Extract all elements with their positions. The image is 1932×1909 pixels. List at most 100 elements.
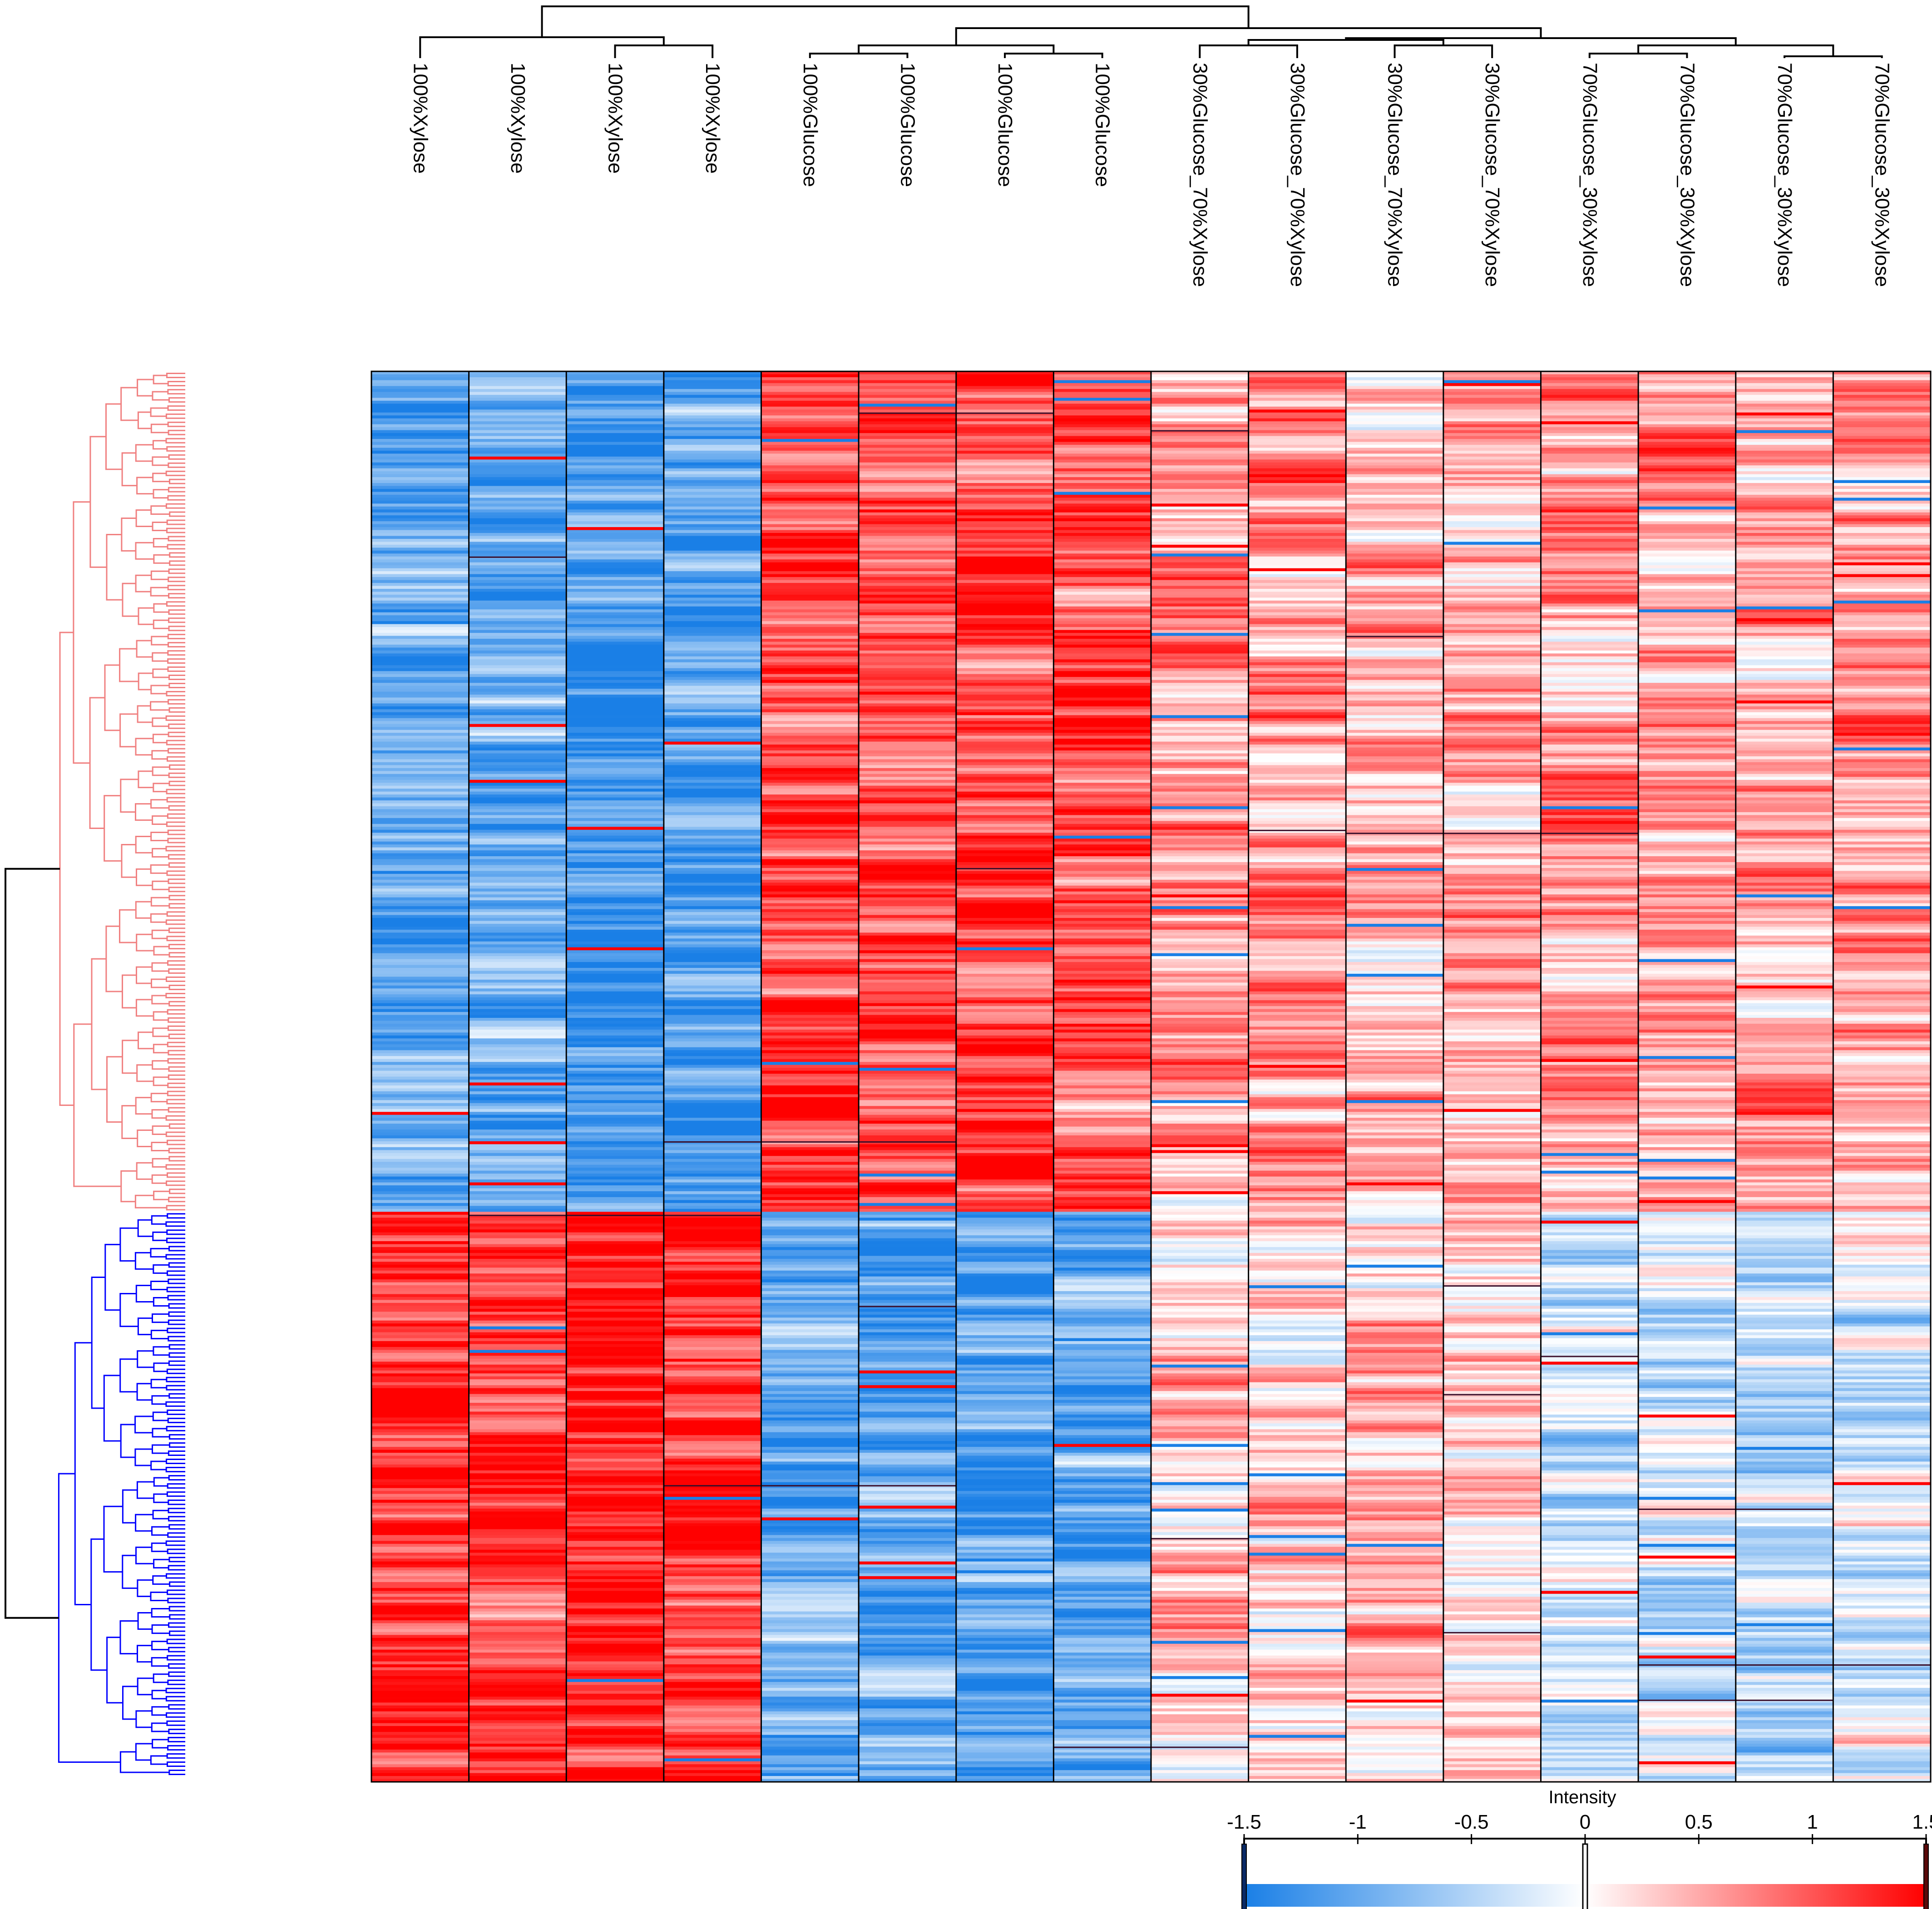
heatmap-cell	[956, 1197, 1054, 1200]
heatmap-cell	[1541, 906, 1639, 910]
heatmap-cell	[663, 583, 762, 587]
heatmap-cell	[1833, 571, 1931, 575]
heatmap-cell	[663, 503, 762, 507]
heatmap-cell	[1443, 409, 1542, 413]
heatmap-cell	[469, 389, 567, 392]
heatmap-cell	[1053, 1118, 1151, 1121]
heatmap-cell	[1735, 674, 1833, 677]
heatmap-cell	[1735, 706, 1833, 710]
heatmap-cell	[566, 824, 664, 827]
heatmap-cell	[761, 997, 859, 1001]
heatmap-cell	[469, 935, 567, 939]
heatmap-cell	[1541, 1109, 1639, 1112]
heatmap-cell	[566, 1006, 664, 1010]
heatmap-cell	[663, 1214, 762, 1218]
heatmap-cell	[1346, 571, 1444, 575]
heatmap-cell	[663, 454, 762, 457]
heatmap-cell	[1151, 888, 1249, 892]
heatmap-cell	[1053, 903, 1151, 907]
heatmap-cell	[859, 656, 957, 660]
heatmap-cell	[1638, 380, 1736, 384]
heatmap-cell	[1541, 923, 1639, 927]
heatmap-cell	[1443, 927, 1542, 930]
heatmap-cell	[1053, 624, 1151, 627]
heatmap-cell	[956, 829, 1054, 833]
heatmap-cell	[371, 1162, 469, 1165]
heatmap-cell	[1735, 1044, 1833, 1048]
heatmap-cell	[566, 494, 664, 498]
heatmap-cell	[1053, 982, 1151, 986]
heatmap-cell	[1053, 1120, 1151, 1124]
heatmap-cell	[469, 1015, 567, 1018]
heatmap-cell	[1151, 871, 1249, 874]
heatmap-cell	[1151, 406, 1249, 410]
heatmap-cell	[663, 833, 762, 836]
heatmap-cell	[1541, 1182, 1639, 1186]
heatmap-cell	[566, 1000, 664, 1004]
heatmap-cell	[1346, 1112, 1444, 1115]
heatmap-cell	[663, 1009, 762, 1012]
heatmap-cell	[1735, 1047, 1833, 1051]
heatmap-cell	[1638, 589, 1736, 592]
heatmap-cell	[1053, 427, 1151, 431]
heatmap-cell	[663, 409, 762, 413]
heatmap-cell	[1638, 659, 1736, 663]
heatmap-cell	[1248, 1179, 1346, 1183]
heatmap-cell	[663, 762, 762, 765]
heatmap-cell	[1833, 929, 1931, 933]
heatmap-cell	[956, 421, 1054, 425]
heatmap-cell	[1638, 985, 1736, 989]
heatmap-cell	[1151, 827, 1249, 830]
heatmap-cell	[956, 900, 1054, 904]
heatmap-cell	[1346, 1068, 1444, 1071]
heatmap-cell	[1151, 968, 1249, 972]
heatmap-cell	[1541, 827, 1639, 830]
heatmap-cell	[469, 509, 567, 513]
heatmap-cell	[1151, 715, 1249, 719]
heatmap-cell	[859, 488, 957, 492]
heatmap-cell	[1735, 636, 1833, 639]
heatmap-cell	[1638, 997, 1736, 1001]
heatmap-cell	[1735, 483, 1833, 487]
heatmap-cell	[1833, 609, 1931, 613]
heatmap-cell	[1638, 471, 1736, 475]
heatmap-cell	[859, 1029, 957, 1033]
heatmap-cell	[859, 618, 957, 622]
heatmap-cell	[956, 968, 1054, 972]
heatmap-cell	[1053, 462, 1151, 466]
heatmap-cell	[859, 1191, 957, 1195]
heatmap-cell	[1833, 656, 1931, 660]
heatmap-cell	[956, 606, 1054, 610]
heatmap-cell	[566, 730, 664, 733]
heatmap-cell	[1346, 1023, 1444, 1027]
heatmap-cell	[1443, 956, 1542, 960]
heatmap-cell	[371, 1003, 469, 1006]
heatmap-cell	[1151, 486, 1249, 489]
dendrogram-branch	[91, 958, 107, 1090]
heatmap-cell	[956, 997, 1054, 1001]
heatmap-cell	[1443, 506, 1542, 510]
dendrogram-branch	[168, 895, 185, 901]
heatmap-cell	[1541, 374, 1639, 378]
heatmap-cell	[371, 597, 469, 601]
heatmap-cell	[956, 506, 1054, 510]
heatmap-cell	[1248, 827, 1346, 830]
heatmap-cell	[761, 456, 859, 460]
heatmap-cell	[1248, 929, 1346, 933]
heatmap-cell	[469, 668, 567, 671]
heatmap-cell	[371, 1041, 469, 1045]
heatmap-cell	[663, 853, 762, 857]
heatmap-cell	[1053, 533, 1151, 537]
heatmap-cell	[469, 873, 567, 877]
heatmap-cell	[566, 677, 664, 681]
heatmap-cell	[1638, 433, 1736, 436]
heatmap-cell	[761, 750, 859, 754]
heatmap-cell	[1638, 603, 1736, 607]
heatmap-cell	[1638, 1135, 1736, 1139]
heatmap-cell	[956, 544, 1054, 548]
heatmap-cell	[1638, 609, 1736, 613]
heatmap-cell	[1443, 800, 1542, 804]
heatmap-cell	[663, 900, 762, 904]
heatmap-cell	[663, 753, 762, 757]
heatmap-cell	[566, 1144, 664, 1148]
